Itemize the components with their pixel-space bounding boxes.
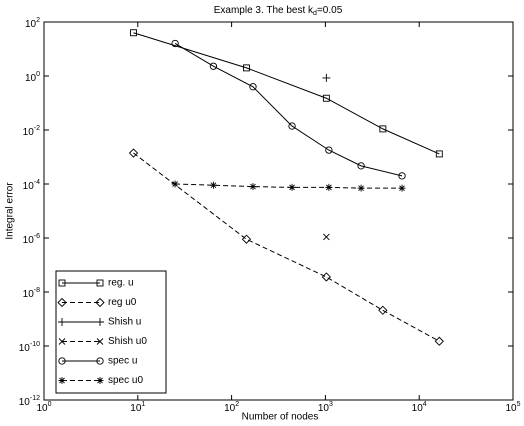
- marker: [58, 318, 66, 326]
- tick-label: 10-2: [23, 125, 40, 138]
- tick-exponent: -12: [30, 395, 40, 402]
- tick-label: 101: [130, 401, 145, 414]
- marker: [95, 297, 105, 308]
- marker: [96, 338, 104, 345]
- marker: [379, 125, 387, 133]
- tick-exponent: -2: [34, 125, 40, 132]
- tick-label: 10-6: [23, 233, 40, 246]
- tick-base: 10: [23, 289, 35, 300]
- title-part: =0.05: [317, 5, 343, 16]
- tick-exponent: -6: [34, 233, 40, 240]
- tick-label: 10-12: [19, 395, 40, 408]
- tick-base: 10: [23, 235, 35, 246]
- marker: [325, 146, 333, 154]
- marker: [171, 39, 179, 48]
- tick-base: 10: [505, 403, 517, 414]
- legend-label: spec u0: [108, 375, 143, 386]
- series-line: [174, 43, 403, 177]
- tick-label: 10-10: [19, 341, 40, 354]
- tick-label: 102: [25, 17, 40, 30]
- legend-label: reg. u: [108, 278, 134, 289]
- marker: [58, 338, 66, 345]
- tick-base: 10: [130, 403, 142, 414]
- marker: [434, 336, 444, 346]
- marker: [96, 318, 104, 326]
- tick-base: 10: [224, 403, 236, 414]
- marker: [57, 297, 67, 308]
- marker: [398, 172, 406, 180]
- marker: [130, 29, 137, 37]
- marker: [249, 83, 257, 91]
- tick-base: 10: [23, 181, 35, 192]
- marker: [249, 183, 257, 191]
- tick-base: 10: [25, 73, 37, 84]
- tick-base: 10: [25, 19, 37, 30]
- marker: [96, 279, 104, 287]
- tick-base: 10: [19, 397, 31, 408]
- tick-exponent: 0: [36, 71, 40, 78]
- x-axis-label: Number of nodes: [242, 412, 319, 423]
- tick-label: 100: [36, 401, 51, 414]
- chart-title: Example 3. The best kd=0.05: [214, 5, 343, 17]
- marker: [58, 279, 66, 287]
- marker: [435, 150, 443, 158]
- marker: [322, 73, 331, 82]
- tick-label: 100: [25, 71, 40, 84]
- marker: [209, 62, 218, 70]
- tick-exponent: 2: [36, 17, 40, 24]
- marker: [288, 183, 296, 191]
- tick-exponent: -10: [30, 341, 40, 348]
- tick-exponent: -8: [34, 287, 40, 294]
- tick-exponent: 3: [329, 401, 333, 408]
- tick-exponent: 5: [517, 401, 521, 408]
- series-line: [133, 32, 440, 155]
- y-axis-label: Integral error: [5, 182, 16, 240]
- legend-label: Shish u: [108, 317, 141, 328]
- tick-exponent: 0: [48, 401, 52, 408]
- tick-base: 10: [36, 403, 48, 414]
- marker: [58, 357, 66, 365]
- title-subscript: d: [313, 10, 317, 17]
- tick-label: 105: [505, 401, 520, 414]
- marker: [321, 272, 332, 282]
- marker: [378, 305, 388, 315]
- tick-base: 10: [19, 343, 31, 354]
- marker: [357, 162, 365, 170]
- marker: [325, 183, 333, 191]
- marker: [128, 148, 139, 158]
- tick-label: 10-8: [23, 287, 40, 300]
- marker: [323, 233, 330, 241]
- tick-base: 10: [23, 127, 35, 138]
- marker: [96, 357, 104, 365]
- marker: [171, 180, 179, 188]
- tick-exponent: 4: [423, 401, 427, 408]
- legend-label: Shish u0: [108, 336, 147, 347]
- marker: [96, 377, 104, 384]
- marker: [58, 377, 66, 384]
- marker: [357, 184, 365, 192]
- tick-label: 104: [412, 401, 427, 414]
- tick-label: 103: [318, 401, 333, 414]
- marker: [243, 64, 250, 72]
- tick-exponent: 1: [141, 401, 145, 408]
- legend-label: reg u0: [108, 297, 137, 308]
- marker: [241, 234, 252, 244]
- tick-exponent: 2: [235, 401, 239, 408]
- plot-frame: [43, 21, 514, 401]
- tick-exponent: -4: [34, 179, 40, 186]
- legend-label: spec u: [108, 356, 137, 367]
- marker: [209, 181, 217, 189]
- tick-label: 10-4: [23, 179, 40, 192]
- title-part: Example 3. The best k: [214, 5, 314, 16]
- marker: [398, 184, 406, 192]
- tick-base: 10: [412, 403, 424, 414]
- marker: [322, 94, 330, 102]
- marker: [288, 122, 296, 130]
- legend-box: [55, 270, 167, 394]
- tick-label: 102: [224, 401, 239, 414]
- tick-base: 10: [318, 403, 330, 414]
